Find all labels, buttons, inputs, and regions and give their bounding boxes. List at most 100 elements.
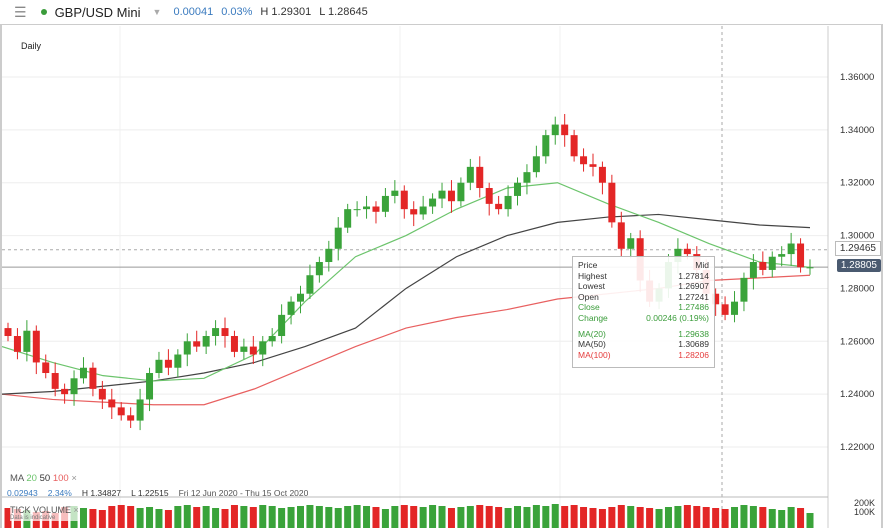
- candle-body: [136, 399, 144, 421]
- candle-body: [325, 248, 333, 263]
- candle-body: [4, 328, 12, 337]
- volume-bar: [325, 507, 333, 528]
- candle-body: [740, 277, 748, 302]
- candle-body: [70, 378, 78, 395]
- candle-body: [164, 359, 172, 368]
- volume-bar: [523, 507, 531, 528]
- candle-body: [193, 341, 201, 347]
- date-range: Fri 12 Jun 2020 - Thu 15 Oct 2020: [178, 488, 309, 498]
- volume-bar: [570, 505, 578, 528]
- tooltip-mode: Mid: [695, 260, 709, 270]
- y-tick-label: 1.22000: [840, 442, 874, 453]
- candle-body: [127, 415, 135, 421]
- market-status-icon: [40, 9, 47, 15]
- candle-body: [202, 336, 210, 347]
- tooltip-value: 1.29638: [678, 328, 709, 339]
- candle-body: [598, 166, 606, 183]
- tooltip-label: MA(20): [578, 328, 606, 339]
- volume-bar: [636, 507, 644, 528]
- volume-bar: [410, 506, 418, 528]
- ma50-toggle[interactable]: 50: [39, 473, 51, 484]
- volume-bar: [174, 506, 182, 528]
- tooltip-value: 0.00246 (0.19%): [646, 312, 709, 323]
- candle-body: [438, 190, 446, 199]
- volume-bar: [693, 506, 701, 528]
- volume-bar: [674, 506, 682, 528]
- candle-body: [561, 124, 569, 136]
- candle-body: [13, 336, 21, 352]
- candle-body: [532, 156, 540, 173]
- chart-header: ☰ GBP/USD Mini ▼ 0.00041 0.03% H 1.29301…: [0, 0, 883, 25]
- volume-bar: [98, 510, 106, 528]
- close-icon[interactable]: ×: [71, 473, 77, 484]
- menu-icon[interactable]: ☰: [14, 3, 27, 20]
- volume-bar: [278, 508, 286, 528]
- candle-body: [287, 301, 295, 315]
- candle-body: [787, 243, 795, 255]
- change-pct: 0.03%: [221, 6, 253, 18]
- volume-bar: [664, 507, 672, 528]
- crosshair-price: 1.29465: [834, 241, 881, 256]
- volume-bar: [721, 509, 729, 528]
- candle-body: [146, 373, 154, 400]
- ma100-toggle[interactable]: 100: [52, 473, 69, 484]
- candle-body: [268, 336, 276, 342]
- volume-bar: [353, 505, 361, 528]
- range-change: 0.02943: [7, 488, 38, 498]
- y-tick-label: 1.24000: [840, 389, 874, 400]
- volume-bar: [504, 508, 512, 528]
- price-tooltip: Price Mid Highest 1.27814 Lowest 1.26907 Op…: [572, 256, 715, 368]
- tooltip-label: MA(100): [578, 349, 611, 360]
- close-icon[interactable]: ×: [73, 505, 79, 515]
- volume-bar: [146, 507, 154, 528]
- volume-bar: [127, 506, 135, 528]
- candle-body: [108, 399, 116, 408]
- candle-body: [523, 172, 531, 183]
- volume-bar: [429, 505, 437, 528]
- volume-bar: [580, 507, 588, 528]
- candle-body: [683, 248, 691, 255]
- candle-body: [627, 238, 635, 249]
- volume-bar: [551, 504, 559, 528]
- candle-body: [589, 164, 597, 167]
- volume-bar: [315, 506, 323, 528]
- candle-body: [749, 262, 757, 278]
- volume-bar: [212, 508, 220, 528]
- volume-bar: [768, 509, 776, 528]
- symbol-name[interactable]: GBP/USD Mini: [54, 4, 141, 20]
- candle-body: [608, 182, 616, 223]
- range-pct: 2.34%: [47, 488, 72, 498]
- candle-body: [674, 248, 682, 263]
- candle-body: [617, 222, 625, 249]
- last-price: 1.28805: [836, 259, 881, 272]
- candle-body: [221, 328, 229, 337]
- volume-bar: [749, 506, 757, 528]
- candle-body: [240, 346, 248, 352]
- volume-bar: [438, 506, 446, 528]
- candle-body: [79, 367, 87, 379]
- volume-bar: [419, 507, 427, 528]
- chart-frame: [0, 25, 883, 528]
- candle-body: [363, 206, 371, 210]
- y-tick-label: 1.32000: [840, 178, 874, 189]
- tooltip-value: 1.28206: [678, 349, 709, 360]
- tooltip-value: 1.27486: [678, 302, 709, 313]
- candle-body: [768, 256, 776, 270]
- volume-bar: [4, 508, 12, 528]
- candle-body: [721, 304, 729, 315]
- candle-body: [278, 314, 286, 337]
- volume-bar: [447, 508, 455, 528]
- tooltip-value: 1.27241: [678, 291, 709, 302]
- candle-body: [542, 135, 550, 157]
- tooltip-title: Price: [578, 260, 598, 270]
- chevron-down-icon[interactable]: ▼: [152, 7, 162, 17]
- candle-body: [391, 190, 399, 196]
- volume-bar: [136, 508, 144, 528]
- ma20-toggle[interactable]: 20: [26, 473, 37, 484]
- volume-bar: [117, 505, 125, 528]
- candle-body: [259, 341, 267, 355]
- candle-body: [731, 301, 739, 315]
- candle-body: [476, 166, 484, 189]
- candle-body: [89, 367, 97, 389]
